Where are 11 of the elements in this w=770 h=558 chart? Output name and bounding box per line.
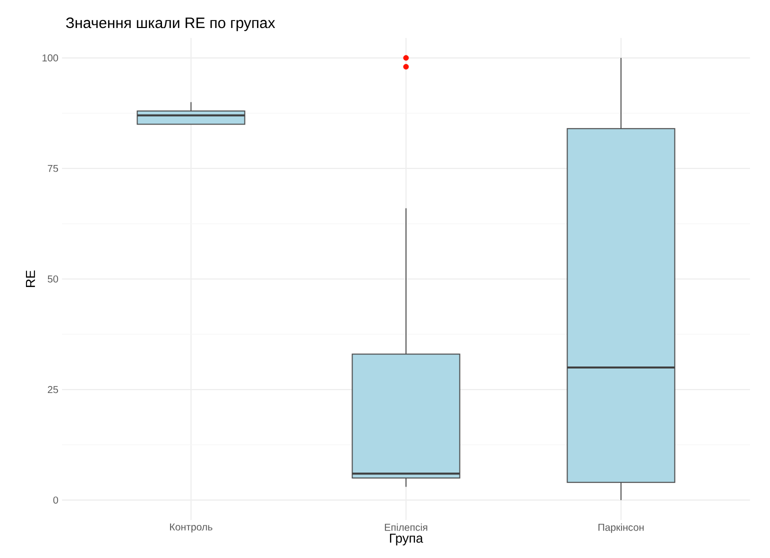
x-tick-label: Епілепсія <box>384 524 428 531</box>
y-tick-label: 50 <box>48 275 58 283</box>
y-tick-label: 100 <box>42 54 58 62</box>
y-tick-label: 75 <box>48 164 58 172</box>
y-tick-label: 25 <box>48 386 58 394</box>
x-axis-title: Група <box>390 534 424 546</box>
y-axis-title: RE <box>26 270 35 287</box>
y-tick-label: 0 <box>53 496 58 504</box>
chart-title: Значення шкали RE по групах <box>66 18 276 32</box>
x-tick-label: Контроль <box>170 524 212 532</box>
x-tick-label: Паркінсон <box>598 524 644 533</box>
